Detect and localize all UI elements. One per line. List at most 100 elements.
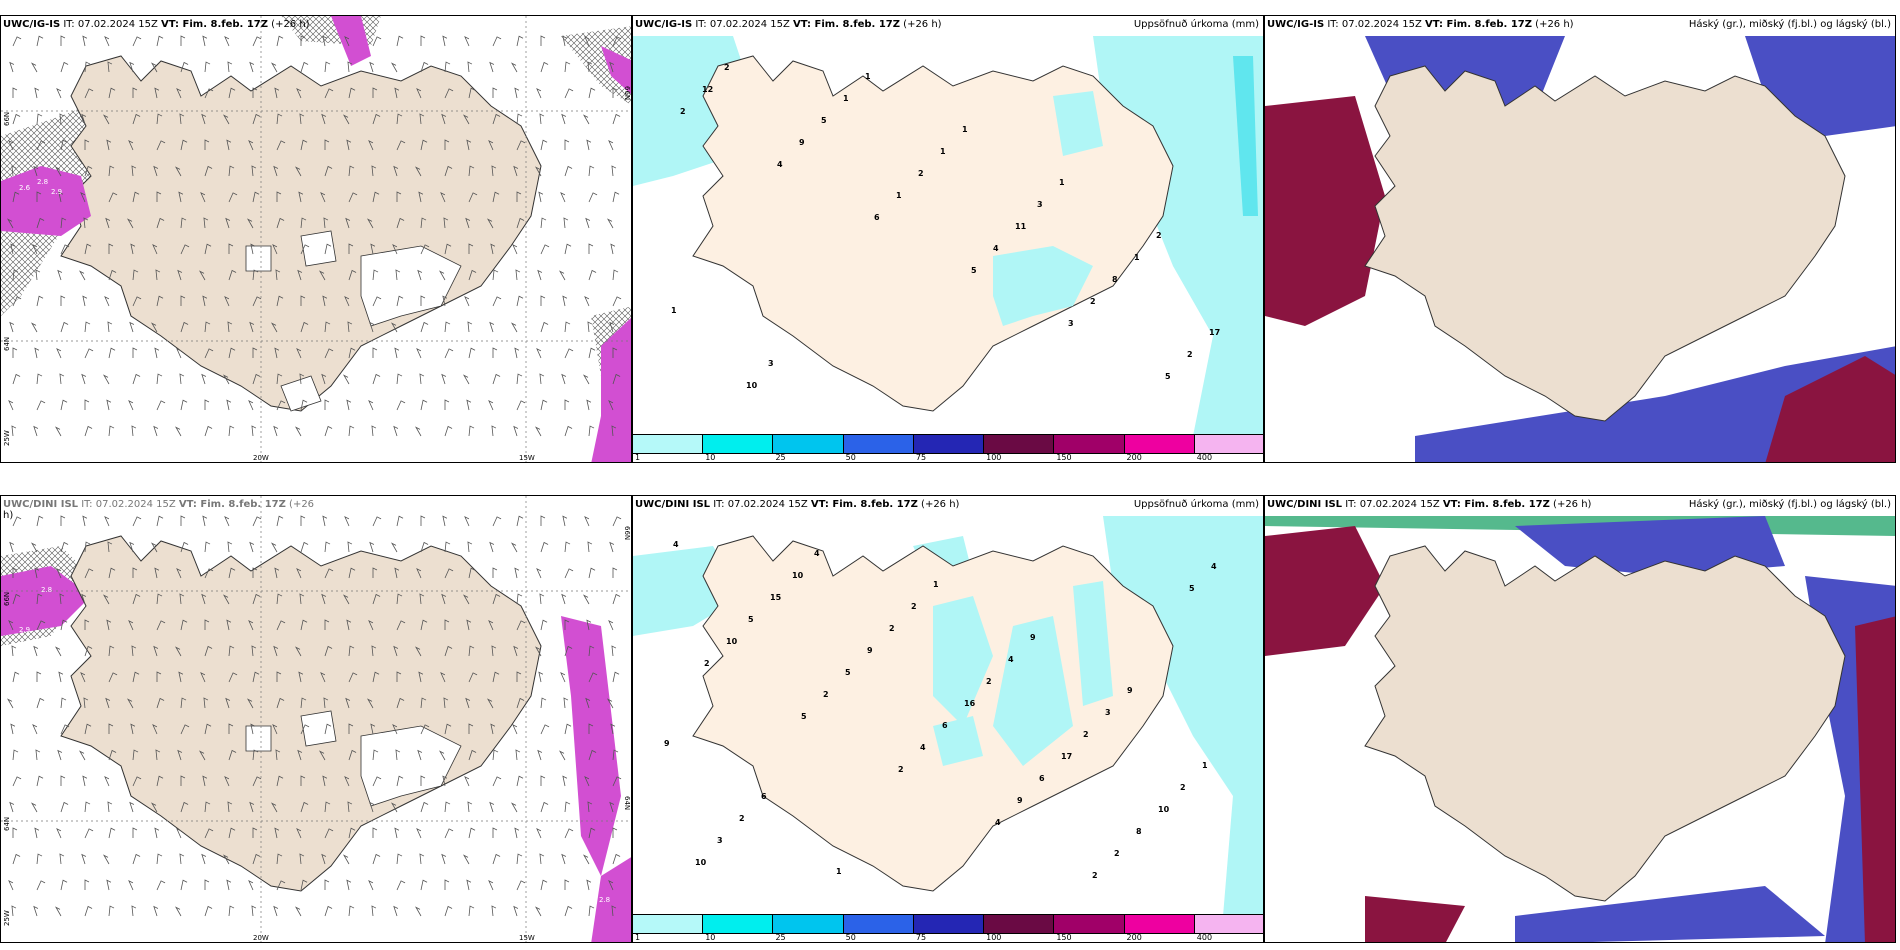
precip-value-label: 11 [1015, 222, 1027, 231]
wind-barb [81, 113, 87, 125]
wind-barb [12, 749, 19, 761]
colorbar-segment [843, 435, 914, 453]
wind-barb [9, 801, 15, 813]
wind-barb [396, 295, 404, 307]
wind-barb [324, 905, 333, 917]
precip-map [633, 36, 1263, 436]
wind-barb [540, 619, 548, 631]
wind-barb [156, 140, 166, 151]
wind-barb [420, 541, 429, 553]
colorbar-segment [1054, 435, 1125, 453]
wind-barb [104, 516, 110, 527]
wind-barb [516, 113, 523, 125]
wind-barb [8, 400, 14, 411]
wind-barb [84, 879, 90, 890]
wind-barb [54, 166, 62, 177]
precip-inland [993, 91, 1103, 326]
precip-value-label: 2 [986, 677, 992, 686]
wind-barb [252, 516, 262, 527]
wind-barb [204, 243, 212, 255]
wind-barb [564, 61, 571, 73]
wind-barb [610, 243, 616, 255]
wind-barb [12, 827, 18, 838]
precip-value-label: 1 [1059, 178, 1065, 187]
wind-barb [540, 541, 549, 553]
wind-barb [176, 88, 182, 99]
wind-barb [203, 217, 209, 229]
wind-barb [202, 775, 208, 787]
wind-barb [228, 749, 237, 761]
wind-barb [226, 139, 232, 151]
iceland-land [60, 535, 542, 892]
wind-barb [180, 61, 189, 73]
wind-barb [394, 827, 400, 839]
wind-barb [54, 906, 62, 917]
precip-value-label: 17 [1209, 328, 1221, 337]
wind-barb [252, 827, 258, 838]
wind-barb [276, 217, 285, 229]
precip-value-label: 8 [1112, 275, 1118, 284]
wind-barb [587, 541, 593, 553]
wind-barb [396, 373, 403, 385]
panel-title: UWC/IG-IS IT: 07.02.2024 15Z VT: Fim. 8.… [635, 19, 942, 30]
wind-barb [36, 775, 44, 787]
wind-barb [466, 399, 472, 411]
wind-barb [106, 399, 112, 411]
wind-barb [612, 593, 621, 605]
wind-barb [611, 905, 617, 917]
wind-barb [342, 374, 350, 385]
wind-barb [107, 321, 113, 333]
wind-barb [396, 113, 403, 125]
wind-barb [584, 516, 590, 527]
wind-barb [276, 113, 283, 125]
wind-barb [204, 139, 210, 150]
wind-barb [468, 243, 474, 254]
wind-barb [540, 295, 546, 306]
wind-barb [612, 827, 618, 838]
wind-barb [276, 191, 282, 202]
colorbar-tick-label: 200 [1126, 933, 1142, 942]
wind-barb [201, 113, 207, 125]
wind-barb [12, 373, 21, 385]
wind-barb [586, 139, 592, 151]
wind-barb [252, 567, 258, 578]
wind-barb [84, 723, 92, 735]
wind-barb [512, 724, 518, 735]
wind-barb [60, 244, 70, 255]
precip-value-label: 5 [845, 668, 851, 677]
wind-barb [108, 243, 114, 254]
wind-barb [204, 541, 211, 553]
wind-barbs [6, 515, 622, 917]
colorbar-segment [1124, 915, 1195, 933]
wind-barb [36, 140, 46, 151]
wind-barb [250, 723, 256, 735]
wind-barb [132, 113, 141, 125]
wind-barb [252, 36, 262, 47]
colorbar-tick-label: 100 [986, 933, 1002, 942]
wind-barb [318, 270, 326, 281]
wind-barb [462, 594, 470, 605]
wind-barb [371, 905, 377, 917]
wind-barb [33, 165, 39, 177]
wind-barb [420, 321, 429, 333]
wind-barbs [6, 35, 622, 437]
wind-barb [152, 724, 158, 735]
wind-barb [420, 724, 430, 735]
wind-barb [276, 775, 284, 787]
precip-value-label: 4 [673, 540, 679, 549]
wind-barb [467, 541, 473, 553]
wind-barb [204, 568, 214, 579]
wind-barb [252, 87, 258, 98]
precip-value-label: 1 [1134, 253, 1140, 262]
wind-barb [300, 35, 306, 46]
wind-barb [82, 35, 88, 47]
wind-barb [204, 619, 210, 630]
wind-barb [441, 593, 447, 605]
wind-barb [180, 619, 188, 631]
wind-barb [540, 35, 546, 46]
precip-value-label: 4 [814, 549, 820, 558]
wind-barb [10, 243, 16, 255]
panel-subtitle: Háský (gr.), miðský (fj.bl.) og lágský (… [1688, 499, 1891, 510]
wind-barb [488, 620, 494, 631]
wind-barb [54, 646, 62, 657]
